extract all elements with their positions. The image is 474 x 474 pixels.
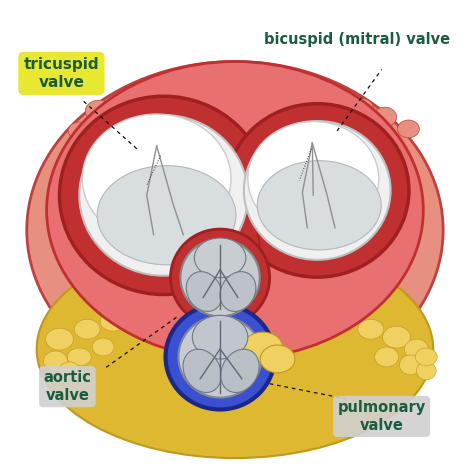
Ellipse shape — [219, 77, 245, 97]
Ellipse shape — [220, 272, 256, 311]
Ellipse shape — [114, 91, 140, 111]
Ellipse shape — [165, 304, 274, 410]
Ellipse shape — [404, 339, 428, 359]
Ellipse shape — [416, 362, 436, 380]
Ellipse shape — [58, 362, 80, 380]
Ellipse shape — [183, 349, 221, 392]
Ellipse shape — [260, 345, 295, 373]
Ellipse shape — [152, 305, 177, 323]
Ellipse shape — [67, 348, 91, 366]
Ellipse shape — [221, 349, 259, 392]
Ellipse shape — [140, 298, 162, 313]
Text: tricuspid
valve: tricuspid valve — [24, 57, 99, 90]
Ellipse shape — [46, 328, 73, 350]
Ellipse shape — [226, 104, 409, 277]
Ellipse shape — [163, 295, 186, 311]
Ellipse shape — [271, 83, 296, 103]
Ellipse shape — [210, 292, 234, 307]
Ellipse shape — [178, 316, 262, 398]
Ellipse shape — [255, 301, 281, 319]
Ellipse shape — [257, 161, 381, 250]
Ellipse shape — [258, 295, 282, 311]
Ellipse shape — [82, 114, 231, 243]
Ellipse shape — [306, 309, 332, 326]
Text: bicuspid (mitral) valve: bicuspid (mitral) valve — [264, 32, 450, 47]
Ellipse shape — [192, 315, 248, 359]
Ellipse shape — [244, 121, 391, 260]
Ellipse shape — [398, 120, 419, 138]
Ellipse shape — [59, 96, 268, 294]
Ellipse shape — [187, 293, 209, 310]
Ellipse shape — [383, 326, 410, 348]
Ellipse shape — [171, 229, 270, 326]
Ellipse shape — [167, 83, 193, 103]
Ellipse shape — [97, 165, 236, 265]
Ellipse shape — [85, 100, 113, 122]
Ellipse shape — [100, 311, 126, 331]
Ellipse shape — [194, 238, 246, 278]
Ellipse shape — [27, 62, 443, 399]
Ellipse shape — [36, 240, 433, 458]
Ellipse shape — [181, 239, 260, 316]
Ellipse shape — [282, 304, 305, 322]
Ellipse shape — [322, 91, 348, 111]
Ellipse shape — [243, 332, 283, 362]
Ellipse shape — [375, 347, 399, 367]
Ellipse shape — [192, 79, 220, 99]
Ellipse shape — [74, 319, 100, 339]
Ellipse shape — [330, 304, 352, 322]
Ellipse shape — [203, 301, 229, 319]
Ellipse shape — [92, 338, 114, 356]
Ellipse shape — [244, 79, 272, 99]
Ellipse shape — [333, 311, 357, 331]
Ellipse shape — [373, 107, 397, 127]
Ellipse shape — [210, 210, 260, 290]
Ellipse shape — [358, 319, 383, 339]
Ellipse shape — [283, 298, 304, 313]
Ellipse shape — [46, 62, 423, 359]
Ellipse shape — [127, 309, 151, 326]
Ellipse shape — [348, 98, 374, 120]
Ellipse shape — [186, 272, 222, 311]
Ellipse shape — [248, 121, 379, 236]
Ellipse shape — [305, 301, 329, 319]
Ellipse shape — [178, 302, 202, 320]
Ellipse shape — [415, 348, 437, 366]
Ellipse shape — [295, 87, 323, 107]
Text: aortic
valve: aortic valve — [44, 371, 91, 403]
Ellipse shape — [68, 122, 90, 140]
Ellipse shape — [400, 355, 421, 375]
Ellipse shape — [115, 301, 139, 319]
Ellipse shape — [215, 245, 255, 294]
Ellipse shape — [143, 87, 166, 107]
Text: pulmonary
valve: pulmonary valve — [337, 400, 426, 433]
Ellipse shape — [235, 293, 257, 310]
Ellipse shape — [44, 351, 67, 371]
Ellipse shape — [79, 115, 248, 276]
Ellipse shape — [230, 299, 254, 316]
